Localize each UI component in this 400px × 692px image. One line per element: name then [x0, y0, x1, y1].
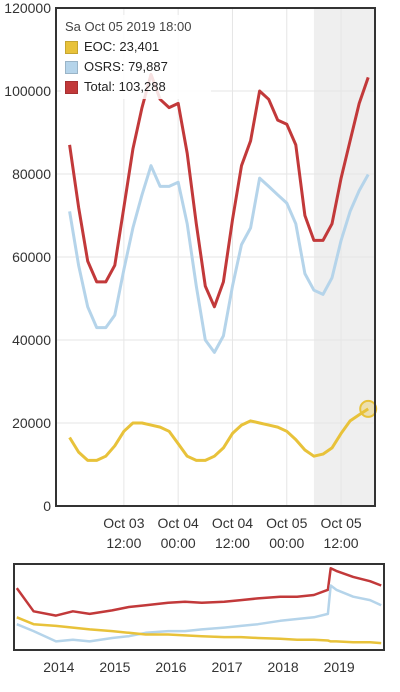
y-tick-label: 0	[43, 498, 51, 514]
x-tick-label-date: Oct 03	[103, 515, 144, 531]
eoc-series-line	[68, 407, 370, 462]
series-lines	[68, 72, 370, 462]
navigator-eoc-line	[16, 616, 382, 645]
x-tick-label-date: Oct 05	[320, 515, 361, 531]
plot-frame	[55, 7, 376, 507]
x-tick-label-date: Oct 05	[266, 515, 307, 531]
navigator-x-tick-label: 2016	[155, 659, 186, 675]
navigator-x-tick-label: 2014	[43, 659, 74, 675]
x-tick-label-time: 12:00	[324, 535, 359, 551]
y-tick-labels: 0 20000 40000 60000 80000 100000 120000	[4, 0, 51, 514]
x-tick-label-date: Oct 04	[212, 515, 253, 531]
tooltip-eoc-value: EOC: 23,401	[84, 39, 160, 54]
tooltip-row-total: Total: 103,288	[65, 77, 207, 97]
tooltip-row-osrs: OSRS: 79,887	[65, 57, 207, 77]
y-tick-label: 100000	[4, 83, 51, 99]
tooltip-total-value: Total: 103,288	[84, 79, 166, 94]
x-tick-labels: Oct 03 12:00 Oct 04 00:00 Oct 04 12:00 Oct 05 0…	[103, 515, 362, 551]
navigator-x-tick-label: 2019	[324, 659, 355, 675]
x-tick-label-time: 00:00	[161, 535, 196, 551]
osrs-series-line	[68, 164, 370, 354]
y-tick-label: 20000	[12, 415, 51, 431]
total-swatch	[65, 80, 78, 94]
tooltip-row-eoc: EOC: 23,401	[65, 37, 207, 57]
x-tick-label-time: 12:00	[215, 535, 250, 551]
navigator-series	[15, 567, 382, 645]
eoc-swatch	[65, 40, 78, 54]
navigator-frame[interactable]	[13, 563, 385, 651]
x-tick-label-time: 00:00	[269, 535, 304, 551]
tooltip-date: Sa Oct 05 2019 18:00	[65, 19, 192, 34]
navigator-chart[interactable]: 2014 2015 2016 2017 2018 2019	[0, 560, 400, 692]
y-tick-label: 60000	[12, 249, 51, 265]
total-series-line	[68, 72, 370, 309]
x-tick-label-date: Oct 04	[158, 515, 199, 531]
navigator-total-line	[15, 567, 382, 617]
x-tick-label-time: 12:00	[106, 535, 141, 551]
hover-marker	[359, 399, 378, 418]
osrs-swatch	[65, 60, 78, 74]
navigator-x-tick-label: 2018	[268, 659, 299, 675]
y-tick-label: 80000	[12, 166, 51, 182]
tooltip-osrs-value: OSRS: 79,887	[84, 59, 168, 74]
y-tick-label: 40000	[12, 332, 51, 348]
navigator-x-tick-label: 2015	[99, 659, 130, 675]
navigator-x-tick-labels: 2014 2015 2016 2017 2018 2019	[43, 659, 355, 675]
tooltip: Sa Oct 05 2019 18:00 EOC: 23,401 OSRS: 7…	[61, 15, 211, 99]
navigator-x-tick-label: 2017	[211, 659, 242, 675]
y-tick-label: 120000	[4, 0, 51, 16]
navigator-osrs-line	[16, 584, 382, 643]
